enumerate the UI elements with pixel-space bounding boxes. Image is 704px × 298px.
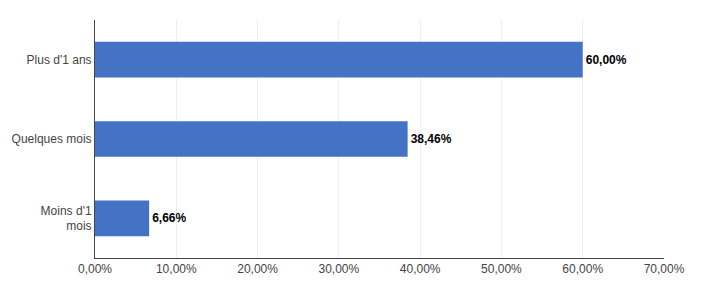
svg-text:60,00%: 60,00%: [562, 262, 603, 276]
svg-text:Plus d'1 ans: Plus d'1 ans: [27, 53, 92, 67]
svg-text:38,46%: 38,46%: [411, 132, 452, 146]
svg-text:50,00%: 50,00%: [481, 262, 522, 276]
svg-text:30,00%: 30,00%: [319, 262, 360, 276]
svg-text:Quelques mois: Quelques mois: [12, 132, 92, 146]
svg-text:70,00%: 70,00%: [644, 262, 685, 276]
svg-text:20,00%: 20,00%: [237, 262, 278, 276]
svg-text:60,00%: 60,00%: [586, 53, 627, 67]
svg-text:40,00%: 40,00%: [400, 262, 441, 276]
svg-text:0,00%: 0,00%: [78, 262, 112, 276]
svg-text:10,00%: 10,00%: [156, 262, 197, 276]
svg-text:6,66%: 6,66%: [152, 211, 186, 225]
svg-text:Moins d'1mois: Moins d'1mois: [41, 204, 92, 234]
